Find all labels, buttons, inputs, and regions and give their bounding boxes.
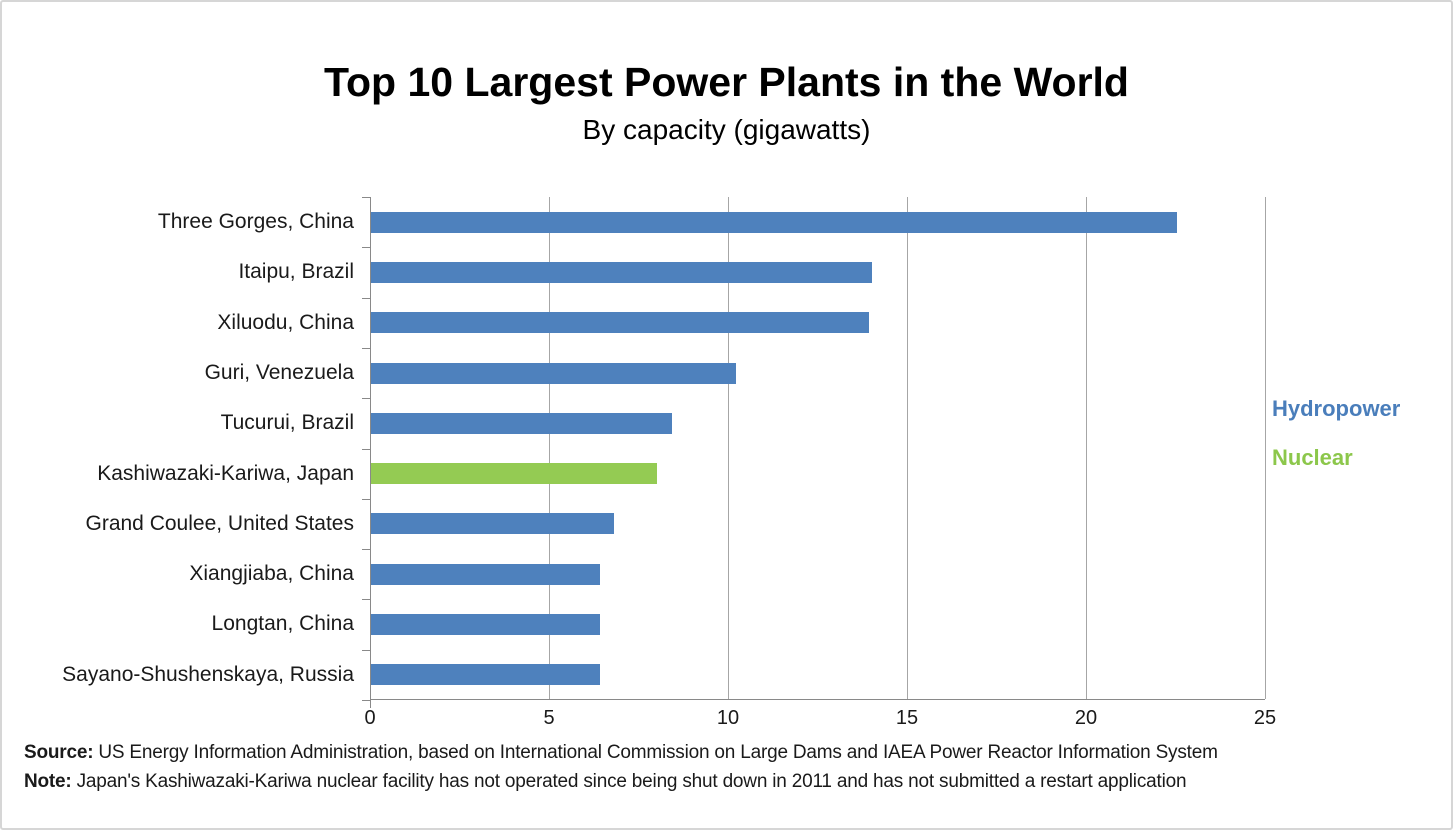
category-tick xyxy=(362,649,370,651)
source-note: Source: US Energy Information Administrat… xyxy=(24,742,1324,764)
source-text: US Energy Information Administration, ba… xyxy=(98,742,1218,763)
legend-item-hydropower: Hydropower xyxy=(1272,396,1401,421)
bar-grand-coulee-united-states xyxy=(371,513,615,535)
x-tick-label-25: 25 xyxy=(1253,707,1277,729)
category-tick xyxy=(362,700,370,701)
category-tick xyxy=(362,347,370,349)
footer: Source: US Energy Information Administrat… xyxy=(24,742,1324,800)
bar-three-gorges-china xyxy=(371,211,1177,233)
category-label-xiangjiaba-china: Xiangjiaba, China xyxy=(189,562,354,586)
category-label-three-gorges-china: Three Gorges, China xyxy=(157,210,354,233)
x-tick-label-5: 5 xyxy=(543,707,555,729)
category-axis-labels: Three Gorges, China Itaipu, Brazil Xiluodu… xyxy=(2,197,354,700)
bar-guri-venezuela xyxy=(371,362,737,384)
category-label-grand-coulee-united-states: Grand Coulee, United States xyxy=(85,511,355,535)
chart-note: Note: Japan's Kashiwazaki-Kariwa nuclear … xyxy=(24,771,1324,793)
bar-xiangjiaba-china xyxy=(371,563,601,585)
x-tick-label-10: 10 xyxy=(716,707,740,729)
bar-longtan-china xyxy=(371,614,601,636)
gridline-5 xyxy=(549,197,550,699)
note-label: Note: xyxy=(24,771,72,792)
legend-item-nuclear: Nuclear xyxy=(1272,445,1353,470)
legend: Hydropower Nuclear xyxy=(1272,396,1451,494)
category-tick xyxy=(362,498,370,500)
bar-tucurui-brazil xyxy=(371,412,672,434)
category-label-tucurui-brazil: Tucurui, Brazil xyxy=(220,411,354,435)
value-axis-labels: 0 5 10 15 20 25 xyxy=(364,707,1276,733)
category-axis-line xyxy=(370,197,371,708)
bar-xiluodu-china xyxy=(371,312,869,334)
chart-subtitle: By capacity (gigawatts) xyxy=(582,114,871,145)
category-label-kashiwazaki-kariwa-japan: Kashiwazaki-Kariwa, Japan xyxy=(97,461,354,485)
bar-kashiwazaki-kariwa-japan xyxy=(371,463,658,485)
category-tick xyxy=(362,448,370,450)
bar-sayano-shushenskaya-russia xyxy=(371,664,601,686)
gridline-25 xyxy=(1265,197,1266,699)
category-tick xyxy=(362,398,370,400)
category-tick xyxy=(362,599,370,601)
x-tick-label-0: 0 xyxy=(364,707,376,729)
plot-area xyxy=(362,197,1266,701)
x-tick-label-15: 15 xyxy=(895,707,919,729)
bar-itaipu-brazil xyxy=(371,261,873,283)
gridline-20 xyxy=(1086,197,1087,699)
note-text: Japan's Kashiwazaki-Kariwa nuclear facil… xyxy=(76,771,1187,792)
category-label-xiluodu-china: Xiluodu, China xyxy=(217,310,354,334)
category-label-longtan-china: Longtan, China xyxy=(211,612,354,636)
category-tick xyxy=(362,247,370,249)
gridline-10 xyxy=(728,197,729,699)
x-tick-label-20: 20 xyxy=(1074,707,1098,729)
category-label-sayano-shushenskaya-russia: Sayano-Shushenskaya, Russia xyxy=(62,662,354,686)
gridline-15 xyxy=(907,197,908,699)
category-tick xyxy=(362,297,370,299)
category-label-guri-venezuela: Guri, Venezuela xyxy=(204,360,354,384)
category-tick xyxy=(362,197,370,198)
chart-title: Top 10 Largest Power Plants in the World xyxy=(324,59,1129,105)
category-label-itaipu-brazil: Itaipu, Brazil xyxy=(238,260,354,284)
category-tick xyxy=(362,549,370,551)
source-label: Source: xyxy=(24,742,94,763)
